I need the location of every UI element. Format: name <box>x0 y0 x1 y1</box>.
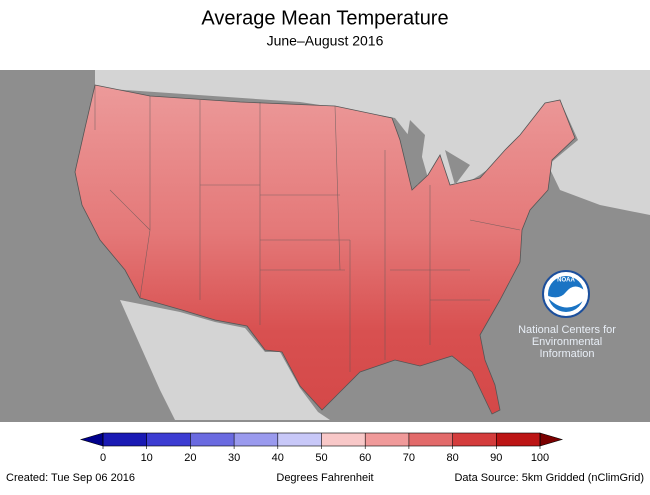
legend-tick-label: 40 <box>272 452 284 464</box>
legend-above <box>539 432 564 447</box>
title: Average Mean Temperature <box>201 7 448 29</box>
created-date: Created: Tue Sep 06 2016 <box>6 472 135 484</box>
legend-label: Degrees Fahrenheit <box>276 472 373 484</box>
state-lines <box>94 85 521 372</box>
legend-bin <box>277 433 322 446</box>
legend-tick-label: 100 <box>531 452 549 464</box>
data-source: Data Source: 5km Gridded (nClimGrid) <box>454 472 644 484</box>
map <box>0 70 650 422</box>
logo-wave <box>548 286 584 308</box>
legend-bin <box>496 433 540 446</box>
noaa-logo: NOAA National Centers for Environmental … <box>518 270 616 360</box>
legend-bin <box>234 433 278 446</box>
subtitle: June–August 2016 <box>267 33 384 49</box>
color-legend: 0 10 20 30 40 50 60 70 80 90 100 <box>79 432 564 464</box>
legend-tick-label: 20 <box>184 452 196 464</box>
legend-tick-label: 10 <box>141 452 153 464</box>
canada <box>95 70 650 215</box>
legend-tick-label: 30 <box>228 452 240 464</box>
logo-caption: Environmental <box>532 336 602 348</box>
legend-bin <box>452 433 497 446</box>
legend-below <box>79 432 104 447</box>
legend-bin <box>146 433 191 446</box>
great-lakes <box>405 120 470 185</box>
legend-bin <box>408 433 453 446</box>
legend-tick-label: 70 <box>403 452 415 464</box>
logo-caption: Information <box>539 348 594 360</box>
legend-bin <box>365 433 409 446</box>
legend-tick-label: 50 <box>315 452 327 464</box>
mexico <box>120 300 330 420</box>
legend-bin <box>103 433 147 446</box>
legend-bin <box>321 433 366 446</box>
legend-tick-label: 80 <box>446 452 458 464</box>
legend-bin <box>190 433 235 446</box>
logo-text: NOAA <box>557 278 575 284</box>
legend-tick-label: 60 <box>359 452 371 464</box>
legend-tick-label: 0 <box>100 452 106 464</box>
legend-tick-label: 90 <box>490 452 502 464</box>
logo-caption: National Centers for <box>518 324 616 336</box>
